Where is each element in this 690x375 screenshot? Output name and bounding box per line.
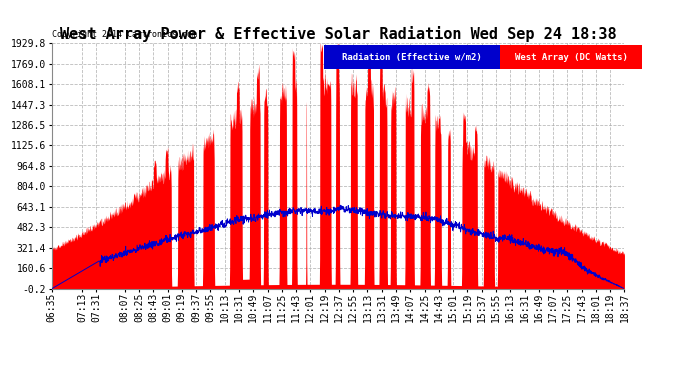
Title: West Array Power & Effective Solar Radiation Wed Sep 24 18:38: West Array Power & Effective Solar Radia…: [60, 26, 616, 42]
Text: Radiation (Effective w/m2): Radiation (Effective w/m2): [342, 53, 482, 62]
Text: Copyright 2014 Cartronics.com: Copyright 2014 Cartronics.com: [52, 30, 197, 39]
Text: West Array (DC Watts): West Array (DC Watts): [515, 53, 627, 62]
